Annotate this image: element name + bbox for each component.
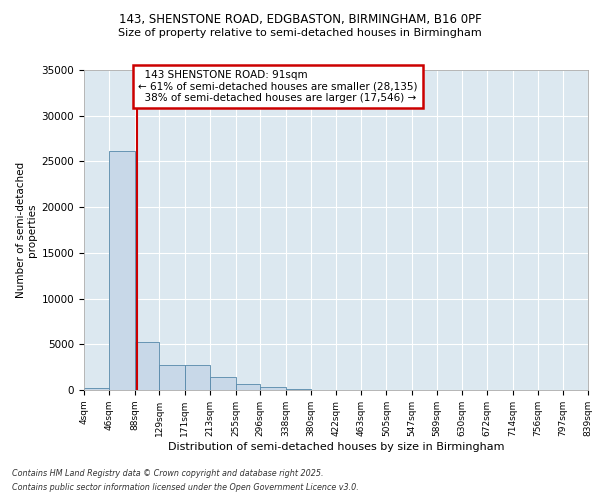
Bar <box>185 366 210 390</box>
Bar <box>210 377 236 390</box>
X-axis label: Distribution of semi-detached houses by size in Birmingham: Distribution of semi-detached houses by … <box>168 442 504 452</box>
Bar <box>135 342 160 390</box>
Bar <box>84 388 109 390</box>
Bar <box>109 152 135 390</box>
Text: Contains public sector information licensed under the Open Government Licence v3: Contains public sector information licen… <box>12 484 359 492</box>
Text: Size of property relative to semi-detached houses in Birmingham: Size of property relative to semi-detach… <box>118 28 482 38</box>
Bar <box>160 366 185 390</box>
Bar <box>236 384 260 390</box>
Text: 143 SHENSTONE ROAD: 91sqm
← 61% of semi-detached houses are smaller (28,135)
  3: 143 SHENSTONE ROAD: 91sqm ← 61% of semi-… <box>139 70 418 103</box>
Bar <box>260 388 286 390</box>
Y-axis label: Number of semi-detached
properties: Number of semi-detached properties <box>16 162 37 298</box>
Text: 143, SHENSTONE ROAD, EDGBASTON, BIRMINGHAM, B16 0PF: 143, SHENSTONE ROAD, EDGBASTON, BIRMINGH… <box>119 12 481 26</box>
Bar <box>286 389 311 390</box>
Text: Contains HM Land Registry data © Crown copyright and database right 2025.: Contains HM Land Registry data © Crown c… <box>12 468 323 477</box>
